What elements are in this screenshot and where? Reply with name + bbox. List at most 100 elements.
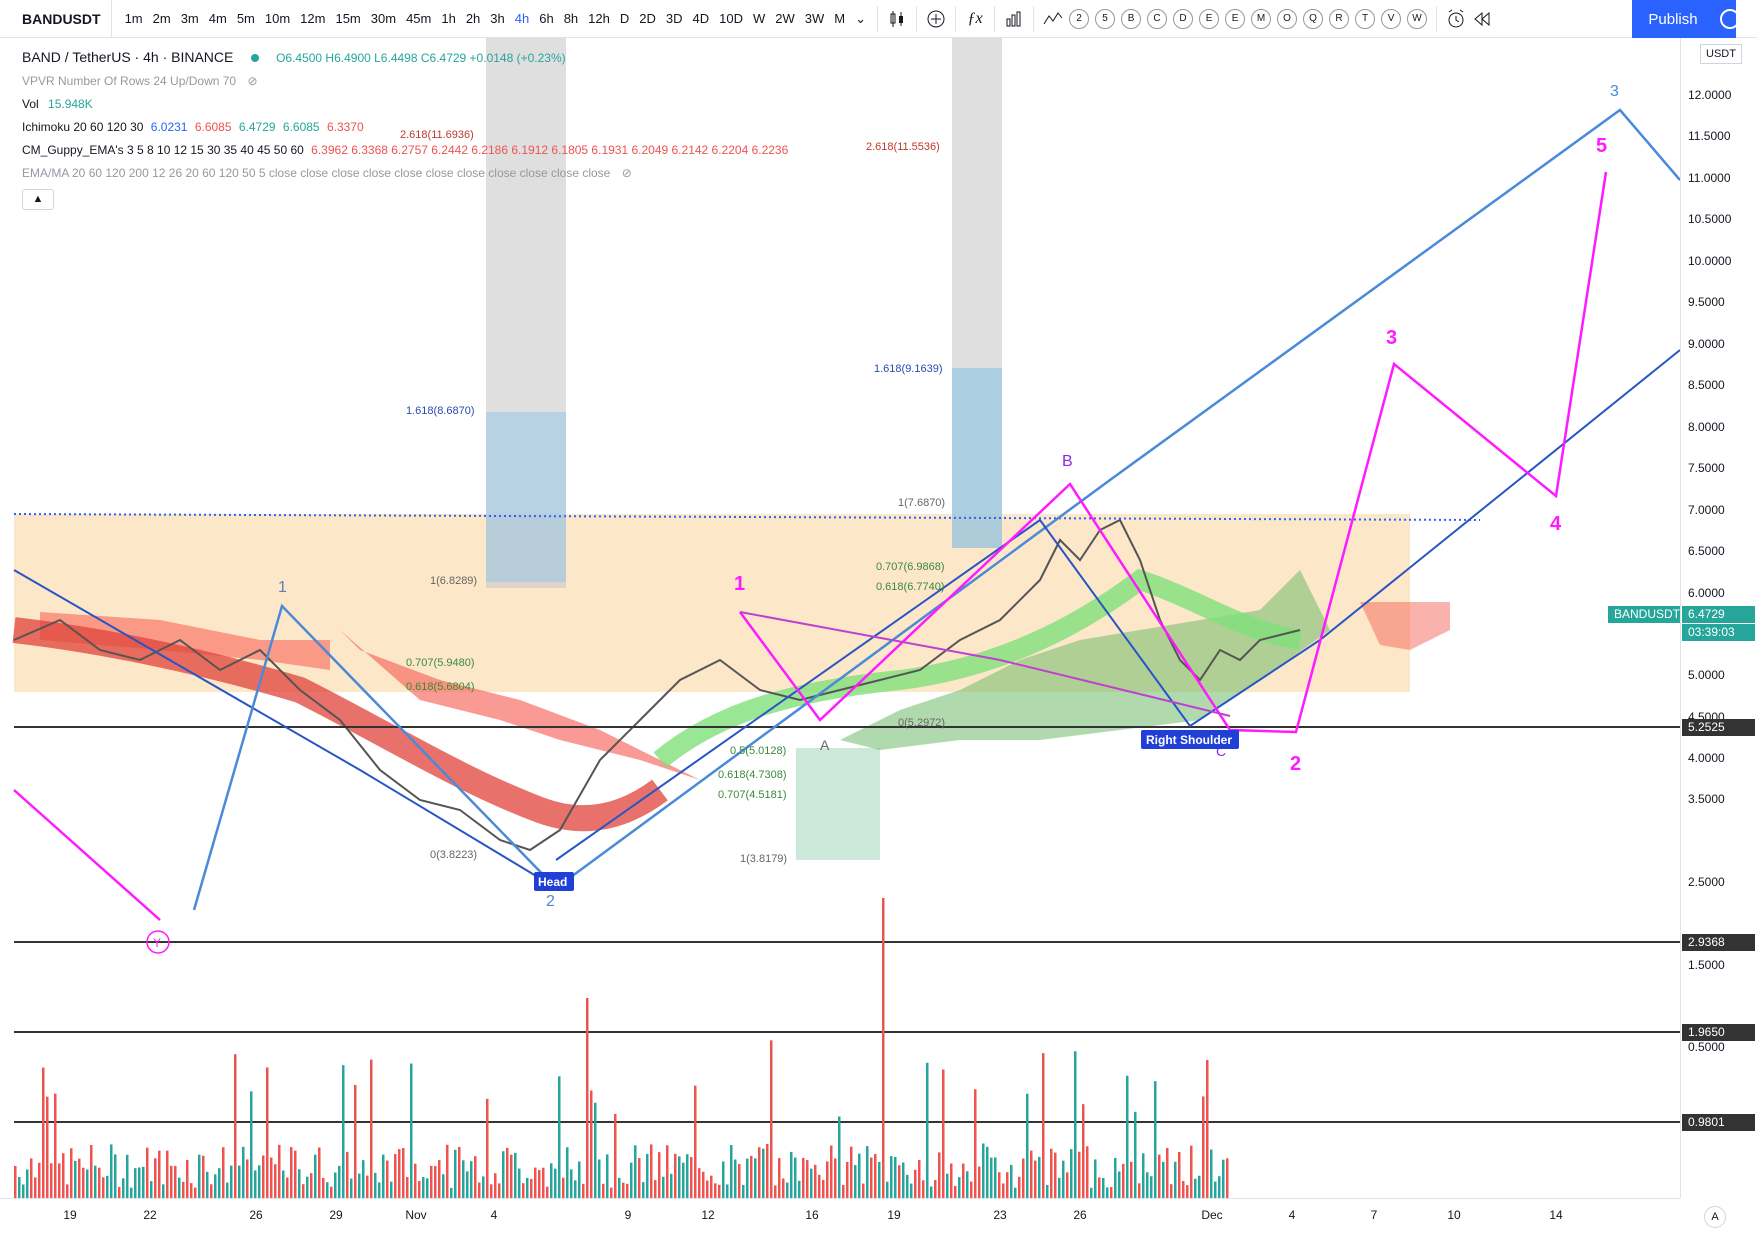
interval-2D[interactable]: 2D [639,11,656,26]
volume-bar [1066,1172,1069,1198]
legend-vpvr[interactable]: VPVR Number Of Rows 24 Up/Down 70 ⊘ [22,70,788,93]
interval-30m[interactable]: 30m [370,11,397,26]
add-indicator-icon[interactable] [923,6,949,32]
volume-bar [970,1181,973,1198]
volume-bar [710,1175,713,1198]
symbol-search-button[interactable]: BANDUSDT [0,0,112,38]
legend-title-row[interactable]: BAND / TetherUS · 4h · BINANCE O6.4500 H… [22,46,788,70]
interval-3D[interactable]: 3D [665,11,683,26]
publish-button[interactable]: Publish [1632,0,1736,38]
compare-symbol-12[interactable]: V [1381,8,1402,29]
volume-bar [650,1144,653,1198]
compare-symbol-4[interactable]: D [1173,8,1194,29]
interval-2W[interactable]: 2W [775,11,795,26]
interval-4h[interactable]: 4h [514,11,530,26]
candles-icon[interactable] [884,6,910,32]
bar-chart-icon[interactable] [1001,6,1027,32]
compare-symbol-11[interactable]: T [1355,8,1376,29]
interval-3h[interactable]: 3h [490,11,505,26]
auto-scale-button[interactable]: A [1704,1206,1726,1228]
alert-clock-icon[interactable] [1443,6,1469,32]
time-tick: 4 [490,1208,498,1222]
fib2-label-4: 0.618(6.7740) [876,581,945,593]
chevron-down-icon[interactable]: ⌄ [855,10,867,26]
volume-bar [398,1149,401,1198]
compare-symbol-6[interactable]: E [1225,8,1246,29]
volume-bar [1018,1176,1021,1198]
interval-12h[interactable]: 12h [588,11,610,26]
time-tick: 19 [887,1208,901,1222]
compare-icon[interactable] [1040,6,1066,32]
volume-bar [1210,1149,1213,1198]
compare-symbol-0[interactable]: 2 [1069,8,1090,29]
volume-bar [122,1178,125,1198]
legend-ichimoku-label: Ichimoku 20 60 120 30 [22,120,144,134]
volume-bar [254,1170,257,1198]
interval-1m[interactable]: 1m [124,11,143,26]
volume-bar [1038,1156,1041,1198]
price-chart[interactable]: 1 2 3 1 2 3 4 5 A B C Y Head Right Shoul… [0,38,1680,1198]
collapse-legend-button[interactable]: ▲ [22,189,54,210]
fx-icon[interactable]: ƒx [967,9,983,27]
interval-2h[interactable]: 2h [465,11,481,26]
price-tick: 9.0000 [1688,337,1725,351]
legend-ema[interactable]: EMA/MA 20 60 120 200 12 26 20 60 120 50 … [22,162,788,185]
interval-4m[interactable]: 4m [208,11,227,26]
volume-bar [1134,1111,1137,1198]
compare-symbol-7[interactable]: M [1251,8,1272,29]
volume-bar [362,1160,365,1198]
fib3-label-0: 0.5(5.0128) [730,745,786,757]
volume-bar [874,1154,877,1198]
play-icon[interactable] [1720,9,1740,29]
volume-bar [274,1164,277,1198]
compare-symbol-2[interactable]: B [1121,8,1142,29]
volume-bar [810,1168,813,1198]
interval-6h[interactable]: 6h [539,11,554,26]
interval-D[interactable]: D [619,11,630,26]
volume-bar [294,1150,297,1198]
interval-2m[interactable]: 2m [152,11,171,26]
volume-bar [870,1157,873,1198]
interval-1h[interactable]: 1h [441,11,456,26]
volume-bar [46,1096,49,1198]
interval-3W[interactable]: 3W [804,11,825,26]
time-axis[interactable] [0,1198,1680,1235]
interval-W[interactable]: W [753,11,766,26]
interval-12m[interactable]: 12m [300,11,326,26]
volume-bar [222,1147,225,1198]
volume-bar [490,1184,493,1198]
compare-symbol-13[interactable]: W [1407,8,1428,29]
compare-symbol-10[interactable]: R [1329,8,1350,29]
legend-ichimoku[interactable]: Ichimoku 20 60 120 30 6.0231 6.6085 6.47… [22,116,788,139]
compare-symbol-8[interactable]: O [1277,8,1298,29]
compare-symbol-5[interactable]: E [1199,8,1220,29]
legend-ichimoku-v1: 6.6085 [194,120,232,134]
interval-10m[interactable]: 10m [264,11,291,26]
volume-bar [910,1183,913,1198]
currency-label[interactable]: USDT [1700,44,1742,64]
volume-bar [134,1168,137,1198]
wave-label-blue-1: 1 [278,579,287,596]
volume-bar [374,1172,377,1198]
volume-bar [150,1181,153,1198]
volume-bar [1062,1160,1065,1198]
eye-hidden-icon[interactable]: ⊘ [621,166,632,180]
interval-5m[interactable]: 5m [236,11,255,26]
legend-guppy[interactable]: CM_Guppy_EMA's 3 5 8 10 12 15 30 35 40 4… [22,139,788,162]
eye-hidden-icon[interactable]: ⊘ [247,74,258,88]
volume-bar [38,1162,41,1198]
interval-4D[interactable]: 4D [692,11,710,26]
volume-bar [1126,1075,1129,1198]
compare-symbol-1[interactable]: 5 [1095,8,1116,29]
interval-15m[interactable]: 15m [335,11,361,26]
compare-symbol-9[interactable]: Q [1303,8,1324,29]
compare-symbol-3[interactable]: C [1147,8,1168,29]
interval-8h[interactable]: 8h [563,11,579,26]
interval-10D[interactable]: 10D [719,11,743,26]
interval-3m[interactable]: 3m [180,11,199,26]
legend-vol[interactable]: Vol 15.948K [22,93,788,116]
interval-M[interactable]: M [834,11,846,26]
interval-45m[interactable]: 45m [406,11,432,26]
live-dot-icon [250,54,259,62]
replay-icon[interactable] [1469,6,1495,32]
